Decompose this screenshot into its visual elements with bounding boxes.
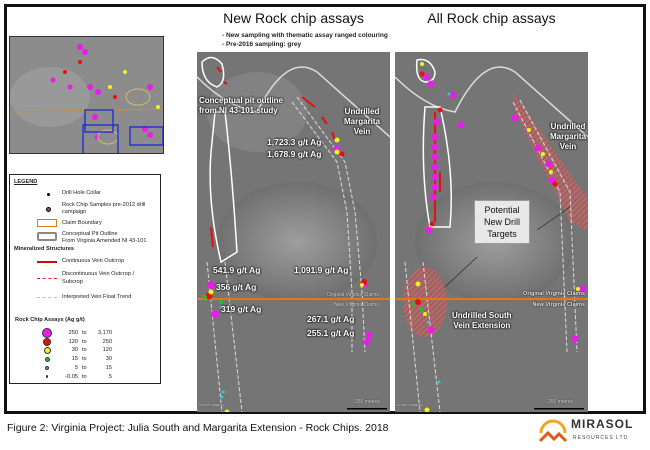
assay-label: 1,091.9 g/t Ag: [294, 265, 349, 275]
note: - New sampling with thematic assay range…: [222, 32, 388, 39]
assay-to: 3,170: [98, 330, 112, 336]
label-line: Undrilled: [550, 122, 586, 131]
legend: LEGEND Drill Hole Collar Rock Chip Sampl…: [9, 174, 161, 384]
legend-label: Interpreted Vein Float Trend: [62, 294, 132, 300]
original-claims-label: Original Virginia Claims: [523, 291, 585, 297]
label-line: Vein: [559, 142, 577, 151]
assay-dot-icon: [45, 365, 49, 370]
new-map-graphic: [197, 52, 390, 412]
label-line: New Drill: [484, 217, 520, 227]
new-panel-title: New Rock chip assays: [223, 10, 364, 26]
assay-to: 5: [108, 373, 112, 380]
assay-to: 250: [102, 338, 112, 345]
legend-label: Rock Chip Samples pre-2012 drill: [62, 202, 146, 208]
label-line: Vein: [353, 127, 371, 136]
legend-label: Conceptual Pit Outline: [62, 231, 118, 237]
south-extension-label: Undrilled South Vein Extension: [452, 311, 512, 331]
all-rock-chip-map: Potential New Drill Targets Undrilled Mar…: [395, 52, 588, 412]
claim-boundary-symbol: [37, 219, 57, 227]
legend-label: Continuous Vein Outcrop: [62, 258, 125, 264]
rock-chip-symbol: [46, 207, 51, 212]
assay-from: 120: [68, 338, 78, 345]
scale-bar-label: 250 metres: [548, 399, 574, 405]
legend-label: campaign: [62, 209, 87, 215]
assay-dot-icon: [45, 375, 49, 378]
legend-assay-title: Rock Chip Assays (Ag g/t): [15, 317, 85, 323]
assay-label: 267.1 g/t Ag: [307, 314, 355, 324]
note: - Pre-2016 sampling: grey: [222, 41, 302, 48]
label-line: Margarita: [344, 117, 381, 126]
assay-label: 541.9 g/t Ag: [213, 265, 261, 275]
label-line: Conceptual pit outline: [199, 96, 283, 105]
label-line: Potential: [484, 205, 520, 215]
legend-label: From Virginia Amended NI 43-101: [62, 238, 147, 244]
float-trend-symbol: [37, 297, 57, 298]
overview-map-graphic: [10, 37, 163, 153]
all-panel-title: All Rock chip assays: [427, 10, 556, 26]
mirasol-logo: MIRASOL RESOURCES LTD: [538, 415, 648, 447]
panel-notes: - New sampling with thematic assay range…: [222, 31, 388, 49]
label-line: Undrilled South: [452, 311, 512, 320]
figure-caption: Figure 2: Virginia Project: Julia South …: [7, 422, 389, 434]
scale-bar-label: 250 metres: [355, 399, 381, 405]
margarita-vein-label: Undrilled Margarita Vein: [344, 107, 380, 137]
assay-to-word: to: [82, 338, 87, 345]
assay-to-word: to: [82, 356, 87, 363]
assay-to-word: to: [82, 347, 87, 354]
original-claims-label: Original Virginia Claims: [327, 292, 379, 298]
legend-label: Drill Hole Collar: [62, 190, 101, 196]
label-line: Margarita: [550, 132, 587, 141]
drill-targets-callout: Potential New Drill Targets: [474, 200, 530, 244]
legend-title: LEGEND: [14, 179, 38, 185]
assay-label: 1,678.9 g/t Ag: [267, 149, 322, 159]
assay-label: 356 g/t Ag: [216, 282, 257, 292]
figure-frame: [4, 4, 646, 414]
new-rock-chip-map: Conceptual pit outline from NI 43-101 stu…: [197, 52, 390, 412]
assay-from: 15: [71, 356, 78, 363]
legend-structures-title: Mineralized Structures: [14, 246, 74, 252]
assay-dot-icon: [43, 337, 51, 346]
legend-label: Discontinuous Vein Outcrop /: [62, 271, 135, 277]
imagery-credit: World Imagery: [199, 402, 225, 407]
label-line: Targets: [487, 229, 517, 239]
label-line: Vein Extension: [453, 321, 511, 330]
assay-from: -0.05: [65, 373, 78, 380]
assay-to: 15: [105, 364, 112, 371]
assay-to-word: to: [82, 373, 87, 380]
assay-label: 255.1 g/t Ag: [307, 328, 355, 338]
assay-to: 120: [102, 347, 112, 354]
mountain-sun-icon: [538, 419, 568, 443]
assay-to-word: to: [82, 330, 87, 336]
continuous-vein-symbol: [37, 261, 57, 263]
assay-from: 5: [74, 364, 78, 371]
assay-to-word: to: [82, 364, 87, 371]
new-claims-label: New Virginia Claims: [532, 302, 585, 308]
legend-label: Claim Boundary: [62, 220, 102, 226]
drill-collar-symbol: [47, 193, 50, 196]
label-line: Undrilled: [344, 107, 380, 116]
assay-dot-icon: [42, 328, 52, 338]
assay-label: 1,723.3 g/t Ag: [267, 137, 322, 147]
assay-dot-icon: [43, 346, 51, 354]
label-line: from NI 43-101 study: [199, 106, 278, 115]
assay-to: 30: [105, 356, 112, 363]
pit-outline-label: Conceptual pit outline from NI 43-101 stu…: [199, 96, 283, 116]
assay-label: 319 g/t Ag: [221, 304, 262, 314]
assay-from: 250: [68, 330, 78, 336]
discontinuous-vein-symbol: [37, 278, 57, 279]
pit-outline-symbol: [37, 232, 57, 241]
overview-map: [9, 36, 164, 154]
assay-dot-icon: [44, 356, 50, 362]
imagery-credit: World Imagery: [397, 402, 423, 407]
logo-name: MIRASOL: [571, 417, 634, 431]
logo-subtitle: RESOURCES LTD: [573, 435, 629, 441]
assay-from: 30: [71, 347, 78, 354]
new-claims-label: New Virginia Claims: [334, 302, 379, 308]
legend-label: Subcrop: [62, 279, 83, 285]
margarita-vein-label: Undrilled Margarita Vein: [550, 122, 586, 152]
